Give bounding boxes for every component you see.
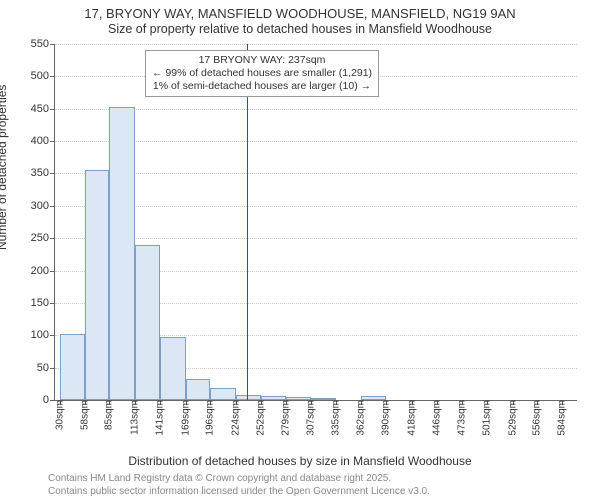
y-tick-label: 350 bbox=[31, 167, 55, 179]
x-tick-label: 169sqm bbox=[180, 400, 191, 436]
histogram-bar bbox=[186, 379, 211, 400]
histogram-bar bbox=[85, 170, 110, 400]
callout-line-3: 1% of semi-detached houses are larger (1… bbox=[152, 80, 372, 93]
x-axis-label: Distribution of detached houses by size … bbox=[0, 454, 600, 468]
histogram-bar bbox=[210, 388, 235, 400]
y-tick-label: 50 bbox=[37, 362, 55, 374]
footer-line-2: Contains public sector information licen… bbox=[48, 486, 430, 499]
x-tick-label: 307sqm bbox=[306, 400, 317, 436]
y-tick-label: 500 bbox=[31, 70, 55, 82]
y-tick-label: 0 bbox=[43, 394, 55, 406]
x-tick-label: 584sqm bbox=[557, 400, 568, 436]
x-tick-label: 196sqm bbox=[205, 400, 216, 436]
x-tick-label: 418sqm bbox=[406, 400, 417, 436]
x-tick-label: 58sqm bbox=[79, 400, 90, 430]
plot-area: 05010015020025030035040045050055030sqm58… bbox=[54, 44, 577, 401]
footer-note: Contains HM Land Registry data © Crown c… bbox=[48, 473, 430, 498]
x-tick-label: 473sqm bbox=[456, 400, 467, 436]
histogram-bar bbox=[135, 245, 160, 400]
callout-box: 17 BRYONY WAY: 237sqm ← 99% of detached … bbox=[145, 50, 379, 97]
x-tick-label: 529sqm bbox=[507, 400, 518, 436]
y-tick-label: 100 bbox=[31, 329, 55, 341]
x-tick-label: 141sqm bbox=[155, 400, 166, 436]
histogram-bar bbox=[160, 337, 185, 400]
y-tick-label: 200 bbox=[31, 265, 55, 277]
callout-line-2: ← 99% of detached houses are smaller (1,… bbox=[152, 67, 372, 80]
histogram-bar bbox=[60, 334, 85, 400]
x-tick-label: 446sqm bbox=[432, 400, 443, 436]
x-tick-label: 390sqm bbox=[381, 400, 392, 436]
x-tick-label: 113sqm bbox=[129, 400, 140, 435]
marker-line bbox=[247, 44, 248, 400]
y-axis-label: Number of detached properties bbox=[0, 85, 9, 250]
x-tick-label: 85sqm bbox=[104, 400, 115, 430]
chart-title-main: 17, BRYONY WAY, MANSFIELD WOODHOUSE, MAN… bbox=[0, 6, 600, 21]
y-tick-label: 300 bbox=[31, 200, 55, 212]
chart-title-sub: Size of property relative to detached ho… bbox=[0, 22, 600, 36]
y-tick-label: 250 bbox=[31, 232, 55, 244]
y-gridline bbox=[55, 44, 577, 45]
y-tick-label: 550 bbox=[31, 38, 55, 50]
x-tick-label: 279sqm bbox=[280, 400, 291, 436]
y-tick-label: 400 bbox=[31, 135, 55, 147]
x-tick-label: 362sqm bbox=[355, 400, 366, 436]
y-tick-label: 450 bbox=[31, 103, 55, 115]
x-tick-label: 30sqm bbox=[54, 400, 65, 430]
x-tick-label: 252sqm bbox=[256, 400, 267, 436]
x-tick-label: 335sqm bbox=[331, 400, 342, 436]
histogram-bar bbox=[109, 107, 134, 400]
footer-line-1: Contains HM Land Registry data © Crown c… bbox=[48, 473, 430, 486]
y-tick-label: 150 bbox=[31, 297, 55, 309]
x-tick-label: 556sqm bbox=[532, 400, 543, 436]
chart-container: 17, BRYONY WAY, MANSFIELD WOODHOUSE, MAN… bbox=[0, 0, 600, 500]
callout-line-1: 17 BRYONY WAY: 237sqm bbox=[152, 54, 372, 67]
x-tick-label: 224sqm bbox=[230, 400, 241, 436]
x-tick-label: 501sqm bbox=[482, 400, 493, 436]
